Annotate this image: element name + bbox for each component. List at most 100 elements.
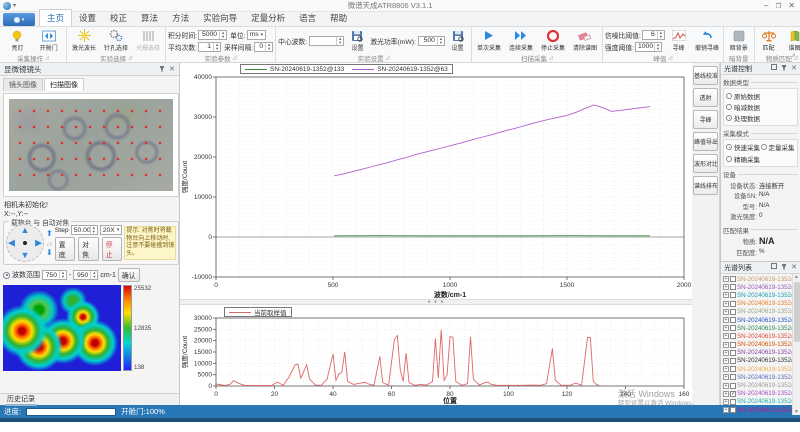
- expand-icon[interactable]: +: [723, 301, 729, 307]
- mode-fast[interactable]: 快速采集: [726, 142, 761, 152]
- spectrum-checkbox[interactable]: [730, 350, 736, 356]
- expand-icon[interactable]: +: [723, 383, 729, 389]
- data-type-raw[interactable]: 原始数据: [726, 91, 795, 101]
- pin-icon[interactable]: [781, 263, 787, 272]
- lamp-button[interactable]: 亮灯: [2, 29, 32, 52]
- close-icon[interactable]: ✕: [791, 263, 797, 272]
- step-input[interactable]: 50.00▲▼: [71, 225, 98, 235]
- range-radio[interactable]: [3, 272, 10, 279]
- microscope-tab-1[interactable]: 镜头图像: [3, 78, 43, 91]
- dialog-launcher-icon[interactable]: ◿: [668, 55, 672, 61]
- chart-tool-button-5[interactable]: 波形对比: [693, 154, 718, 173]
- focus-button[interactable]: 对焦: [78, 237, 99, 261]
- file-menu-button[interactable]: ▾: [3, 13, 35, 26]
- spectrum-checkbox[interactable]: [730, 407, 736, 413]
- menu-tab-8[interactable]: 语言: [292, 10, 323, 26]
- laser-wavelength-button[interactable]: 激光波长: [69, 29, 99, 52]
- spectrum-checkbox[interactable]: [730, 374, 736, 380]
- range-to-input[interactable]: 950▲▼: [73, 270, 98, 280]
- menu-tab-5[interactable]: 方法: [165, 10, 196, 26]
- quick-access-toolbar[interactable]: ▾: [3, 2, 16, 10]
- expand-icon[interactable]: +: [723, 399, 729, 405]
- match-button[interactable]: 匹配: [757, 29, 781, 52]
- close-icon[interactable]: ✕: [169, 65, 175, 74]
- chart-tool-button-3[interactable]: 寻峰: [693, 110, 718, 129]
- spectrum-checkbox[interactable]: [730, 333, 736, 339]
- expand-icon[interactable]: +: [723, 317, 729, 323]
- minimize-button[interactable]: –: [764, 1, 768, 10]
- restore-icon[interactable]: [771, 64, 777, 73]
- spectrum-checkbox[interactable]: [730, 366, 736, 372]
- stop-button[interactable]: 停止: [102, 237, 123, 261]
- chart-tool-button-4[interactable]: 峰值导出: [693, 132, 718, 151]
- dialog-launcher-icon[interactable]: ◿: [128, 55, 132, 61]
- open-hatch-button[interactable]: 开舱门: [34, 29, 64, 52]
- spectrum-checkbox[interactable]: [730, 342, 736, 348]
- spectrum-list-item[interactable]: +SN-20240619-1352@55: [723, 324, 792, 332]
- snr-threshold-input[interactable]: 6▲▼: [642, 30, 665, 40]
- continuous-acquire-button[interactable]: 连续采集: [506, 29, 536, 52]
- range-from-input[interactable]: 750▲▼: [42, 270, 67, 280]
- spectrum-checkbox[interactable]: [730, 301, 736, 307]
- arrow-left-icon[interactable]: ◀: [8, 239, 15, 248]
- arrow-up-icon[interactable]: ▲: [21, 226, 30, 235]
- spectrum-list-item[interactable]: +SN-20240619-1352@51: [723, 291, 792, 299]
- spectrum-list-item[interactable]: +SN-20240619-1352@54: [723, 316, 792, 324]
- intensity-threshold-input[interactable]: 1000▲▼: [635, 42, 662, 52]
- dark-background-button[interactable]: 暗背景: [726, 29, 752, 52]
- spectrum-checkbox[interactable]: [730, 383, 736, 389]
- single-acquire-button[interactable]: 单次采集: [474, 29, 504, 52]
- scan-image[interactable]: [9, 99, 173, 191]
- data-type-dark-subtracted[interactable]: 暗减数据: [726, 102, 795, 112]
- z-down-button[interactable]: ⬇: [46, 249, 53, 257]
- pin-icon[interactable]: [781, 64, 787, 73]
- expand-icon[interactable]: +: [723, 374, 729, 380]
- expand-icon[interactable]: +: [723, 309, 729, 315]
- history-tab[interactable]: 历史记录: [5, 394, 37, 406]
- spectrum-list-item[interactable]: +SN-20240619-1352@50: [723, 283, 792, 291]
- spectrum-list-item[interactable]: +SN-20240619-1352@65: [723, 406, 792, 414]
- dialog-launcher-icon[interactable]: ◿: [45, 55, 49, 61]
- menu-tab-9[interactable]: 帮助: [323, 10, 354, 26]
- integration-time-input[interactable]: 5000▲▼: [198, 30, 227, 40]
- arrow-right-icon[interactable]: ▶: [35, 239, 42, 248]
- average-count-input[interactable]: 1▲▼: [198, 42, 221, 52]
- expand-icon[interactable]: +: [723, 358, 729, 364]
- menu-tab-1[interactable]: 主页: [39, 9, 72, 26]
- arrow-down-icon[interactable]: ▼: [21, 251, 30, 260]
- spectrum-list-item[interactable]: +SN-20240619-1352@57: [723, 341, 792, 349]
- close-icon[interactable]: ✕: [791, 64, 797, 73]
- microscope-tab-2[interactable]: 扫描图像: [44, 78, 84, 91]
- pin-icon[interactable]: [159, 65, 165, 74]
- expand-icon[interactable]: +: [723, 333, 729, 339]
- dialog-launcher-icon[interactable]: ◿: [233, 55, 237, 61]
- range-confirm-button[interactable]: 确认: [118, 268, 140, 282]
- clear-spectrum-button[interactable]: 清除谱图: [570, 29, 600, 52]
- restore-button[interactable]: ❐: [775, 2, 781, 10]
- spectrum-list-item[interactable]: +SN-20240619-1352@56: [723, 332, 792, 340]
- intensity-heatmap[interactable]: [3, 285, 121, 371]
- undo-find-peaks-button[interactable]: 撤销寻峰: [693, 29, 721, 52]
- set-power-button[interactable]: 设置: [447, 29, 469, 52]
- expand-icon[interactable]: +: [723, 366, 729, 372]
- spectrum-checkbox[interactable]: [730, 317, 736, 323]
- expand-icon[interactable]: +: [723, 407, 729, 413]
- dialog-launcher-icon[interactable]: ◿: [386, 55, 390, 61]
- objective-select[interactable]: 20X▾: [100, 225, 123, 235]
- find-peaks-button[interactable]: 寻峰: [667, 29, 691, 52]
- menu-tab-3[interactable]: 校正: [103, 10, 134, 26]
- menu-tab-6[interactable]: 实验向导: [196, 10, 244, 26]
- spectrum-list-item[interactable]: +SN-20240619-1352@49: [723, 275, 792, 283]
- stage-bottom-button[interactable]: 置底: [55, 237, 76, 261]
- spectrum-list-item[interactable]: +SN-20240619-1352@64: [723, 398, 792, 406]
- spectrum-list-item[interactable]: +✓SN-20240619-1352@63: [723, 390, 792, 398]
- restore-icon[interactable]: [771, 263, 777, 272]
- expand-icon[interactable]: +: [723, 292, 729, 298]
- spectrum-checkbox[interactable]: ✓: [730, 391, 736, 397]
- sampling-value-chart[interactable]: 0204060801001201401600500010000150002000…: [180, 305, 692, 405]
- mode-quantitative[interactable]: 定量采集: [761, 142, 796, 152]
- chart-tool-button-2[interactable]: 透射: [693, 88, 718, 107]
- close-button[interactable]: ✕: [788, 1, 795, 10]
- stop-acquire-button[interactable]: 停止采集: [538, 29, 568, 52]
- chart-tool-button-6[interactable]: 谱线排布: [693, 176, 718, 195]
